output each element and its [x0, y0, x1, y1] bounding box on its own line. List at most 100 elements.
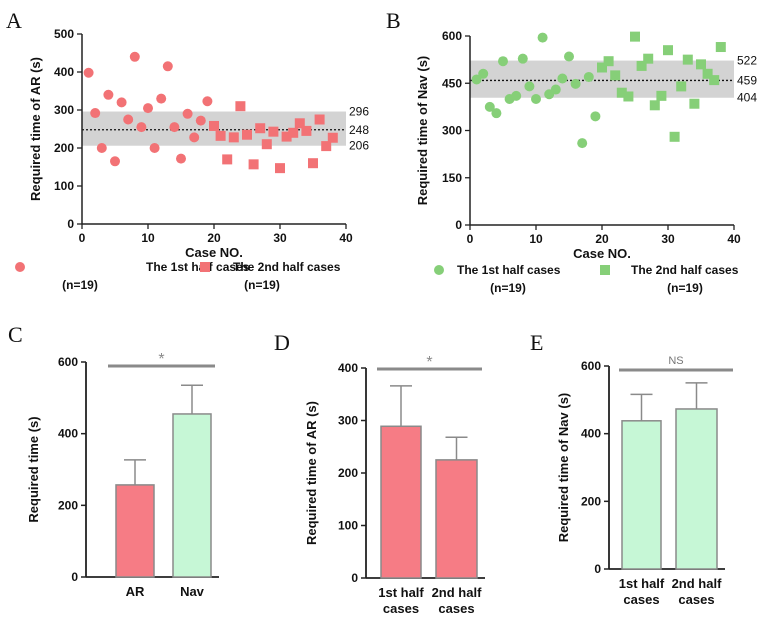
band-value-label: 248: [349, 123, 369, 137]
data-point-square: [649, 100, 660, 111]
y-tick-label: 0: [455, 218, 462, 232]
x-tick-label: 40: [339, 231, 353, 245]
data-point-circle: [531, 94, 541, 104]
x-category-label: 2nd half: [672, 576, 723, 591]
data-point-square: [228, 132, 239, 143]
data-point-circle: [537, 32, 548, 43]
x-category-label: cases: [438, 601, 474, 616]
data-point-circle: [176, 153, 186, 164]
data-point-circle: [129, 51, 140, 62]
data-point-square: [715, 42, 726, 53]
data-point-square: [696, 59, 706, 70]
panel-label-a: A: [6, 8, 22, 33]
data-point-circle: [484, 101, 495, 112]
data-point-square: [222, 154, 233, 165]
data-point-circle: [90, 108, 101, 119]
data-point-circle: [524, 81, 535, 92]
data-point-circle: [162, 61, 173, 72]
legend-label-2nd-half: The 2nd half cases: [631, 263, 739, 277]
data-point-square: [242, 129, 252, 140]
data-point-circle: [471, 74, 482, 85]
data-point-square: [643, 53, 654, 64]
data-point-square: [630, 31, 640, 42]
data-point-square: [610, 70, 621, 81]
data-point-square: [308, 158, 318, 169]
panel-label-d: D: [274, 330, 290, 355]
data-point-square: [301, 125, 312, 136]
x-category-label: 1st half: [378, 585, 424, 600]
legend-marker-circle: [15, 262, 25, 272]
panel-a: A 296 248 206 0 100 200 300 400 500 0 10 20 30 40 Case …: [6, 8, 369, 292]
data-point-circle: [189, 132, 200, 143]
y-tick-label: 200: [338, 466, 358, 480]
data-point-circle: [156, 93, 167, 104]
data-point-square: [248, 159, 259, 170]
data-point-square: [314, 114, 325, 125]
significance-label: *: [158, 351, 164, 368]
y-tick-label: 0: [351, 571, 358, 585]
bar: [621, 420, 662, 570]
legend-n-2nd-half: (n=19): [667, 281, 703, 295]
significance-label: *: [426, 354, 432, 371]
y-tick-label: 100: [338, 519, 358, 533]
data-point-square: [656, 90, 667, 101]
data-point-circle: [116, 97, 127, 108]
data-point-square: [209, 120, 219, 131]
x-category-label: 1st half: [619, 576, 665, 591]
bar: [675, 408, 718, 570]
data-point-circle: [83, 67, 94, 78]
legend-label-1st-half: The 1st half cases: [457, 263, 561, 277]
data-point-square: [663, 45, 673, 56]
data-point-square: [268, 126, 279, 137]
y-tick-label: 600: [58, 355, 78, 369]
x-tick-label: 0: [467, 232, 474, 246]
data-point-circle: [570, 78, 581, 89]
legend-n-1st-half: (n=19): [62, 278, 98, 292]
data-point-circle: [195, 115, 206, 126]
x-tick-label: 30: [661, 232, 675, 246]
data-point-square: [702, 68, 713, 79]
y-tick-label: 0: [71, 570, 78, 584]
x-category-label: 2nd half: [432, 585, 483, 600]
data-point-square: [676, 81, 687, 92]
y-axis-title: Required time of AR (s): [28, 57, 43, 201]
panel-label-c: C: [8, 322, 23, 347]
data-point-square: [597, 62, 607, 73]
data-point-circle: [557, 73, 568, 84]
x-category-label: cases: [678, 592, 714, 607]
panel-b: B 522 459 404 0 150 300 450 600 0 10 20 30 40 Case NO.…: [386, 8, 757, 295]
x-tick-label: 30: [273, 231, 287, 245]
y-tick-label: 200: [54, 141, 74, 155]
data-point-circle: [498, 56, 508, 67]
data-point-circle: [550, 84, 561, 95]
band-value-label: 296: [349, 105, 369, 119]
legend-marker-square: [200, 262, 210, 272]
data-point-square: [288, 127, 299, 138]
data-point-circle: [564, 51, 574, 62]
x-tick-label: 20: [595, 232, 609, 246]
data-point-square: [294, 118, 305, 129]
legend-label-1st-half: The 1st half cases: [146, 260, 250, 274]
data-point-circle: [136, 122, 147, 133]
data-point-circle: [491, 108, 502, 119]
data-point-square: [321, 141, 332, 152]
data-point-circle: [577, 138, 588, 149]
data-point-circle: [96, 143, 107, 153]
x-category-label: cases: [383, 601, 419, 616]
data-point-circle: [110, 156, 120, 167]
y-tick-label: 150: [442, 171, 462, 185]
legend-n-1st-half: (n=19): [490, 281, 526, 295]
x-axis-title: Case NO.: [185, 245, 243, 260]
y-tick-label: 0: [67, 217, 74, 231]
panel-label-e: E: [530, 330, 543, 355]
x-category-label: cases: [623, 592, 659, 607]
data-point-circle: [590, 111, 601, 122]
panel-e: E 0 200 400 600 Required time of Nav (s) 1st h…: [530, 330, 733, 607]
y-tick-label: 300: [54, 103, 74, 117]
y-tick-label: 0: [594, 562, 601, 576]
panel-d: D 0 100 200 300 400 Required time of AR (s) 1st…: [274, 330, 485, 616]
y-tick-label: 400: [338, 361, 358, 375]
y-tick-label: 600: [442, 29, 462, 43]
x-tick-label: 10: [529, 232, 543, 246]
